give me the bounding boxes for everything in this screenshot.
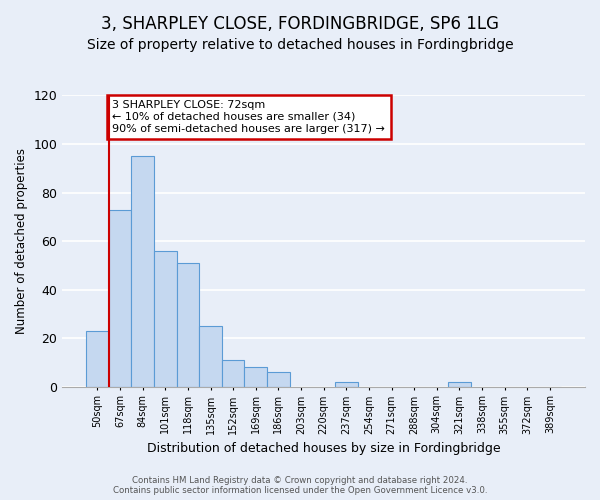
Y-axis label: Number of detached properties: Number of detached properties xyxy=(15,148,28,334)
Text: 3, SHARPLEY CLOSE, FORDINGBRIDGE, SP6 1LG: 3, SHARPLEY CLOSE, FORDINGBRIDGE, SP6 1L… xyxy=(101,15,499,33)
Bar xyxy=(131,156,154,386)
Bar xyxy=(109,210,131,386)
Bar xyxy=(448,382,471,386)
Bar xyxy=(86,331,109,386)
Bar xyxy=(199,326,222,386)
X-axis label: Distribution of detached houses by size in Fordingbridge: Distribution of detached houses by size … xyxy=(147,442,500,455)
Bar xyxy=(244,367,267,386)
Bar xyxy=(335,382,358,386)
Text: Size of property relative to detached houses in Fordingbridge: Size of property relative to detached ho… xyxy=(86,38,514,52)
Bar xyxy=(154,251,176,386)
Bar xyxy=(222,360,244,386)
Text: 3 SHARPLEY CLOSE: 72sqm
← 10% of detached houses are smaller (34)
90% of semi-de: 3 SHARPLEY CLOSE: 72sqm ← 10% of detache… xyxy=(112,100,385,134)
Bar xyxy=(176,263,199,386)
Bar xyxy=(267,372,290,386)
Text: Contains HM Land Registry data © Crown copyright and database right 2024.
Contai: Contains HM Land Registry data © Crown c… xyxy=(113,476,487,495)
